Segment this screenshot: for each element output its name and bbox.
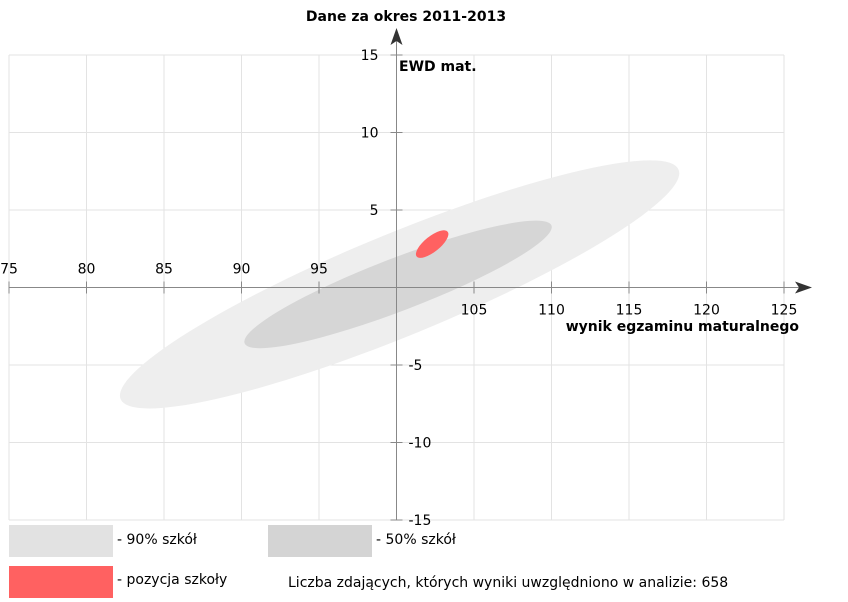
legend-label-school: - pozycja szkoły: [117, 572, 228, 588]
axes: [8, 28, 812, 521]
legend-label-50: - 50% szkół: [376, 532, 456, 548]
y-tick-label: 5: [370, 203, 379, 219]
x-tick-label: 110: [538, 303, 565, 319]
x-tick-label: 120: [693, 303, 720, 319]
y-tick-label: -10: [409, 436, 432, 452]
footnote: Liczba zdających, których wyniki uwzględ…: [288, 575, 729, 591]
y-tick-label: 15: [361, 48, 379, 64]
x-tick-label: 90: [233, 262, 251, 278]
chart-title: Dane za okres 2011-2013: [306, 9, 506, 25]
x-axis-arrow: [795, 281, 812, 294]
x-axis-label: wynik egzaminu maturalnego: [566, 319, 800, 335]
x-tick-label: 85: [155, 262, 173, 278]
ellipses-layer: [119, 160, 680, 409]
x-tick-label: 115: [616, 303, 643, 319]
ellipse-school-position: [415, 230, 449, 258]
x-tick-label: 105: [461, 303, 488, 319]
legend-label-90: - 90% szkół: [117, 532, 197, 548]
legend-swatch-50: [268, 525, 372, 557]
y-tick-label: 10: [361, 126, 379, 142]
legend-swatch-90: [9, 525, 113, 557]
x-tick-label: 80: [78, 262, 96, 278]
ellipse-50-percent: [244, 220, 552, 349]
y-tick-label: -15: [409, 513, 432, 529]
y-axis-arrow: [390, 28, 403, 45]
legend-swatch-school: [9, 566, 113, 598]
x-tick-label: 95: [310, 262, 328, 278]
x-tick-label: 75: [0, 262, 18, 278]
x-tick-label: 125: [771, 303, 798, 319]
y-tick-label: -5: [409, 358, 423, 374]
y-axis-label: EWD mat.: [399, 59, 477, 75]
